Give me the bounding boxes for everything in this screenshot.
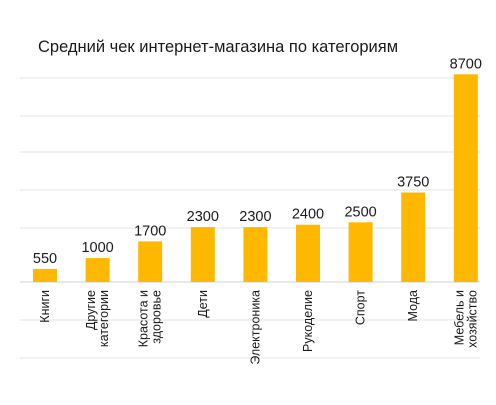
category-tick-line: Книги: [38, 290, 52, 323]
bar-value-label: 8700: [450, 56, 482, 72]
bar-value-label: 550: [33, 251, 57, 267]
bar-value-label: 2400: [292, 207, 324, 223]
category-tick-label: Электроника: [248, 290, 262, 365]
bar-value-label: 2300: [239, 209, 271, 225]
category-tick-line: категории: [97, 290, 111, 347]
bar: [243, 227, 268, 282]
category-tick-line: Другие: [84, 290, 98, 330]
category-tick-line: Красота и: [137, 290, 151, 347]
bar-value-label: 1700: [134, 223, 166, 239]
category-tick-line: Мебель и: [452, 290, 466, 345]
category-tick-line: Рукоделие: [301, 290, 315, 352]
category-tick-line: Мода: [406, 290, 420, 322]
bars: [33, 74, 478, 282]
category-tick-label: Мебель ихозяйство: [452, 290, 479, 348]
bar: [348, 222, 373, 282]
category-tick-line: Дети: [196, 290, 210, 318]
category-tick-line: Электроника: [248, 290, 262, 365]
chart-title: Средний чек интернет-магазина по категор…: [38, 38, 398, 56]
category-labels: Книги Другиекатегории Красота издоровье Дет…: [38, 290, 479, 365]
bar: [453, 74, 478, 282]
bar: [138, 241, 163, 282]
bar-value-label: 2300: [187, 209, 219, 225]
category-tick-label: Книги: [38, 290, 52, 323]
category-tick-label: Другиекатегории: [84, 290, 111, 347]
bar: [85, 258, 110, 282]
category-tick-label: Спорт: [354, 290, 368, 325]
category-tick-label: Рукоделие: [301, 290, 315, 352]
bar-value-label: 2500: [344, 204, 376, 220]
category-tick-label: Красота издоровье: [137, 290, 164, 347]
bar: [190, 227, 215, 282]
value-labels: 550 1000 1700 2300 2300 2400 2500 3750 8700: [33, 56, 482, 267]
category-tick-label: Мода: [406, 290, 420, 322]
bar: [33, 268, 57, 282]
category-tick-label: Дети: [196, 290, 210, 318]
bar-value-label: 1000: [81, 240, 113, 256]
bar: [401, 192, 426, 282]
category-tick-line: здоровье: [150, 290, 164, 344]
bar-value-label: 3750: [397, 175, 429, 191]
category-tick-line: Спорт: [354, 290, 368, 325]
bar: [296, 224, 320, 282]
category-tick-line: хозяйство: [465, 290, 479, 348]
